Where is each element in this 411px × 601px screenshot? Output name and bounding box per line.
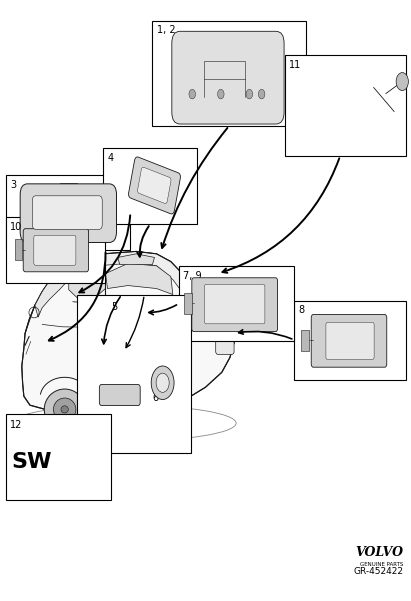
Bar [152,20,305,126]
Bar [285,55,406,156]
Text: 8: 8 [298,305,305,316]
Bar [295,300,406,380]
FancyBboxPatch shape [192,278,277,332]
Bar [77,294,191,453]
Text: 6: 6 [152,393,159,403]
FancyBboxPatch shape [129,157,180,214]
Text: 4: 4 [108,153,114,163]
Polygon shape [69,266,106,297]
Bar [179,266,295,341]
Ellipse shape [44,389,85,430]
FancyBboxPatch shape [216,334,234,355]
Polygon shape [106,263,173,294]
FancyBboxPatch shape [34,236,76,265]
FancyBboxPatch shape [205,284,265,324]
Text: SW: SW [11,452,52,472]
Text: 11: 11 [289,60,301,70]
Ellipse shape [53,398,76,421]
Text: 1, 2: 1, 2 [157,25,175,35]
FancyBboxPatch shape [23,229,88,272]
Text: 7, 9: 7, 9 [183,270,202,281]
Bar [6,414,111,499]
Circle shape [259,90,265,99]
Circle shape [151,366,174,400]
Bar [301,329,309,351]
FancyBboxPatch shape [99,385,140,406]
Text: 5: 5 [112,302,118,312]
Bar [6,217,106,282]
Text: GENUINE PARTS: GENUINE PARTS [360,563,404,567]
Bar [6,175,130,250]
FancyBboxPatch shape [311,314,387,367]
Circle shape [189,90,196,99]
Bar [104,148,197,224]
FancyBboxPatch shape [326,322,374,359]
Text: 12: 12 [10,420,23,430]
Ellipse shape [139,406,146,413]
Polygon shape [69,251,197,302]
Polygon shape [22,251,234,417]
Ellipse shape [122,389,163,430]
Text: GR-452422: GR-452422 [353,567,404,576]
FancyBboxPatch shape [20,184,116,242]
Polygon shape [118,254,155,264]
Circle shape [217,90,224,99]
Text: 3: 3 [10,180,16,190]
Bar [184,293,192,314]
Circle shape [246,90,253,99]
Bar [15,239,23,260]
FancyBboxPatch shape [32,196,102,230]
Ellipse shape [131,398,153,421]
FancyBboxPatch shape [138,167,171,204]
Ellipse shape [396,73,409,91]
Text: VOLVO: VOLVO [356,546,404,559]
Circle shape [156,373,169,392]
Ellipse shape [61,406,68,413]
Text: 10: 10 [10,222,23,231]
Polygon shape [35,269,69,317]
FancyBboxPatch shape [172,31,284,124]
